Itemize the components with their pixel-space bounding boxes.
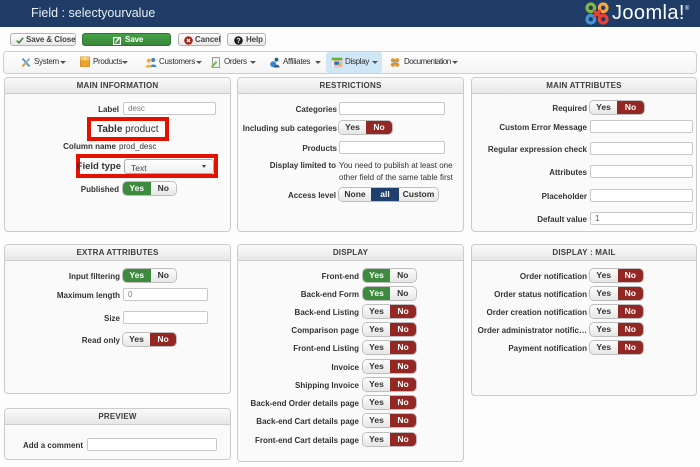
- svg-text:?: ?: [236, 38, 240, 45]
